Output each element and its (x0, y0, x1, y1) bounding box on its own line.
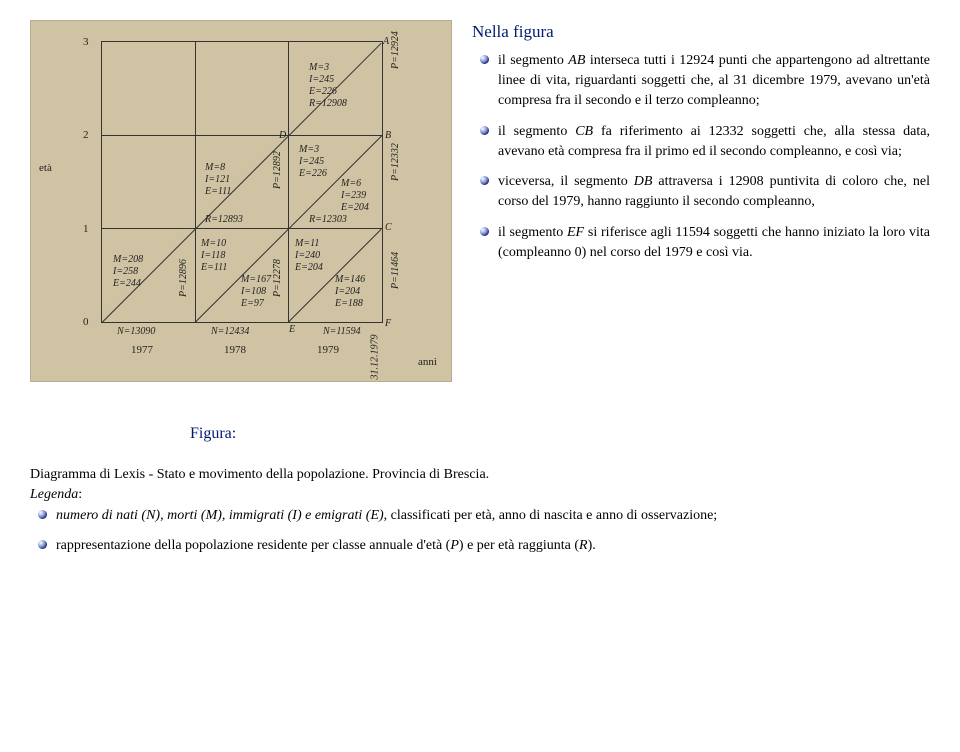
legenda-label: Legenda (30, 487, 78, 502)
cell-mr-6: R=12303 (309, 213, 347, 228)
legenda-list: numero di nati (N), morti (M), immigrati… (38, 506, 930, 557)
bullet-list: il segmento AB interseca tutti i 12924 p… (480, 51, 930, 264)
y-tick-2: 2 (83, 128, 89, 144)
n-1: N=12434 (211, 325, 249, 340)
cell-ll-2: E=111 (201, 261, 227, 276)
p-3: P=12892 (271, 151, 286, 189)
p-1: P=12332 (389, 143, 404, 181)
cell-fl-2: E=244 (113, 277, 141, 292)
legenda-line: Legenda: (30, 485, 930, 505)
cell-lr-2: E=204 (295, 261, 323, 276)
p-4: P=12278 (271, 259, 286, 297)
lexis-diagram: età anni 0 1 2 3 1977 1978 1979 A B C D … (30, 20, 452, 382)
corner-F: F (385, 317, 391, 332)
p-2: P=11464 (389, 252, 404, 289)
caption-block: Diagramma di Lexis - Stato e movimento d… (30, 465, 930, 556)
bullet-item: il segmento AB interseca tutti i 12924 p… (480, 51, 930, 112)
x-tick-1978: 1978 (224, 343, 246, 359)
p-0: P=12924 (389, 31, 404, 69)
x-tick-1977: 1977 (131, 343, 153, 359)
p-5: P=12896 (177, 259, 192, 297)
corner-D: D (279, 129, 286, 144)
y-axis-label: età (39, 161, 52, 177)
bullet-item: il segmento CB fa riferimento ai 12332 s… (480, 122, 930, 163)
corner-C: C (385, 221, 392, 236)
y-tick-3: 3 (83, 35, 89, 51)
bullet-item: viceversa, il segmento DB attraversa i 1… (480, 172, 930, 213)
x-tick-1979: 1979 (317, 343, 339, 359)
caption-title: Diagramma di Lexis - Stato e movimento d… (30, 465, 930, 485)
n-0: N=13090 (117, 325, 155, 340)
top-row: età anni 0 1 2 3 1977 1978 1979 A B C D … (30, 20, 930, 382)
right-column: Nella figura il segmento AB interseca tu… (472, 20, 930, 273)
corner-E: E (289, 323, 295, 338)
figura-label: Figura: (190, 422, 930, 445)
heading: Nella figura (472, 20, 930, 45)
cell-ll-5: E=97 (241, 297, 264, 312)
cell-ml-2: E=111 (205, 185, 231, 200)
bullet-item: il segmento EF si riferisce agli 11594 s… (480, 223, 930, 264)
cell-ml-3: R=12893 (205, 213, 243, 228)
date-arrow: 31.12.1979 (369, 334, 384, 379)
y-tick-0: 0 (83, 315, 89, 331)
legenda-item: numero di nati (N), morti (M), immigrati… (38, 506, 930, 526)
cell-lr-5: E=188 (335, 297, 363, 312)
y-tick-1: 1 (83, 222, 89, 238)
corner-B: B (385, 129, 391, 144)
n-2: N=11594 (323, 325, 361, 340)
x-axis-label: anni (418, 355, 437, 371)
cell-tr-3: R=12908 (309, 97, 347, 112)
legenda-item: rappresentazione della popolazione resid… (38, 536, 930, 556)
cell-mr-2: E=226 (299, 167, 327, 182)
